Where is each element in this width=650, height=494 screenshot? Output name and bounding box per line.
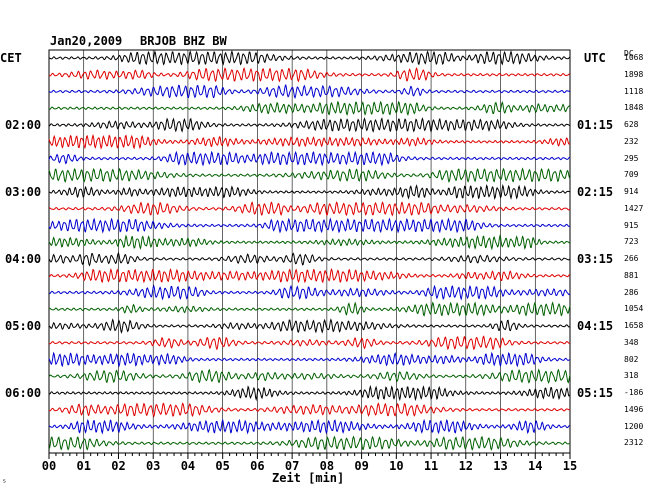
- trace-row-1: [48, 66, 571, 83]
- dc-offset-row-8: 914: [624, 187, 639, 196]
- right-time-02:15: 02:15: [577, 185, 614, 199]
- station-code: BRJOB BHZ BW: [140, 34, 227, 48]
- dc-offset-row-0: 1068: [624, 53, 644, 62]
- dc-offset-row-15: 1054: [624, 304, 644, 314]
- trace-row-12: [48, 251, 571, 267]
- x-tick-label-06: 06: [250, 459, 265, 473]
- dc-offset-row-11: 723: [624, 237, 639, 247]
- trace-row-17: [48, 335, 570, 351]
- x-axis-ticks: [48, 453, 571, 459]
- x-tick-label-05: 05: [215, 459, 230, 473]
- left-time-05:00: 05:00: [5, 319, 42, 333]
- trace-row-5: [48, 133, 571, 150]
- x-tick-label-01: 01: [76, 459, 91, 473]
- right-time-03:15: 03:15: [577, 252, 614, 266]
- right-time-05:15: 05:15: [577, 386, 614, 400]
- left-timezone: CET: [0, 51, 22, 65]
- dc-offset-row-1: 1898: [624, 69, 644, 79]
- x-tick-label-15: 15: [562, 459, 578, 473]
- trace-row-10: [48, 217, 571, 234]
- trace-row-23: [48, 435, 571, 451]
- right-time-01:15: 01:15: [577, 118, 614, 132]
- x-tick-label-02: 02: [111, 459, 126, 473]
- left-time-03:00: 03:00: [5, 185, 42, 199]
- dc-offset-row-23: 2312: [624, 438, 644, 448]
- trace-row-20: [48, 384, 571, 402]
- dc-offset-row-17: 348: [624, 337, 639, 347]
- trace-row-2: [48, 83, 571, 99]
- trace-row-21: [48, 402, 571, 418]
- dc-offset-row-21: 1496: [624, 404, 644, 414]
- trace-row-8: [48, 183, 571, 201]
- plot-frame: [48, 49, 571, 454]
- x-tick-label-00: 00: [41, 459, 57, 473]
- dc-offset-row-9: 1427: [624, 203, 644, 213]
- dc-offset-row-16: 1658: [624, 321, 644, 330]
- x-tick-label-04: 04: [180, 459, 196, 473]
- trace-row-16: [48, 318, 571, 334]
- dc-offset-row-7: 709: [624, 170, 639, 180]
- dc-offset-row-2: 1118: [624, 86, 644, 96]
- dc-offset-row-22: 1200: [624, 421, 644, 431]
- x-tick-label-03: 03: [145, 459, 161, 473]
- dc-offset-header: DC: [624, 49, 634, 58]
- recording-date: Jan20,2009: [50, 34, 123, 48]
- trace-row-13: [48, 267, 571, 284]
- trace-row-0: [48, 50, 571, 66]
- dc-offset-row-12: 266: [624, 254, 639, 263]
- trace-row-14: [48, 284, 571, 301]
- trace-row-9: [48, 201, 571, 217]
- dc-offset-row-20: -186: [624, 388, 644, 397]
- dc-offset-row-19: 318: [624, 371, 639, 381]
- x-tick-label-08: 08: [319, 459, 335, 473]
- minute-grid: [83, 50, 536, 453]
- dc-offset-row-6: 295: [624, 153, 639, 163]
- left-time-04:00: 04:00: [5, 252, 42, 266]
- trace-row-19: [48, 368, 571, 384]
- dc-offset-row-3: 1848: [624, 103, 644, 113]
- dc-offset-row-5: 232: [624, 136, 639, 146]
- x-tick-label-11: 11: [423, 459, 439, 473]
- seismic-traces: [48, 50, 571, 451]
- x-tick-label-09: 09: [354, 459, 369, 473]
- x-tick-label-07: 07: [284, 459, 300, 473]
- x-tick-label-10: 10: [389, 459, 404, 473]
- trace-row-7: [48, 167, 571, 183]
- dc-offset-row-4: 628: [624, 120, 639, 129]
- dc-offset-row-10: 915: [624, 220, 639, 230]
- x-tick-label-14: 14: [528, 459, 543, 473]
- trace-row-11: [48, 234, 571, 251]
- dc-offset-row-18: 802: [624, 354, 639, 364]
- trace-row-22: [48, 418, 570, 435]
- trace-row-15: [48, 301, 571, 317]
- corner-mark: ⁵: [2, 478, 7, 487]
- left-time-06:00: 06:00: [5, 386, 42, 400]
- trace-row-6: [48, 150, 570, 167]
- dc-offset-row-14: 286: [624, 287, 639, 297]
- dc-offset-row-13: 881: [624, 270, 639, 280]
- right-timezone: UTC: [584, 51, 606, 65]
- trace-row-18: [48, 351, 571, 368]
- left-time-02:00: 02:00: [5, 118, 42, 132]
- x-tick-label-12: 12: [458, 459, 474, 473]
- x-axis-label: Zeit [min]: [272, 471, 345, 485]
- right-time-04:15: 04:15: [577, 319, 614, 333]
- trace-row-4: [48, 117, 571, 134]
- x-tick-label-13: 13: [493, 459, 508, 473]
- trace-row-3: [48, 100, 571, 117]
